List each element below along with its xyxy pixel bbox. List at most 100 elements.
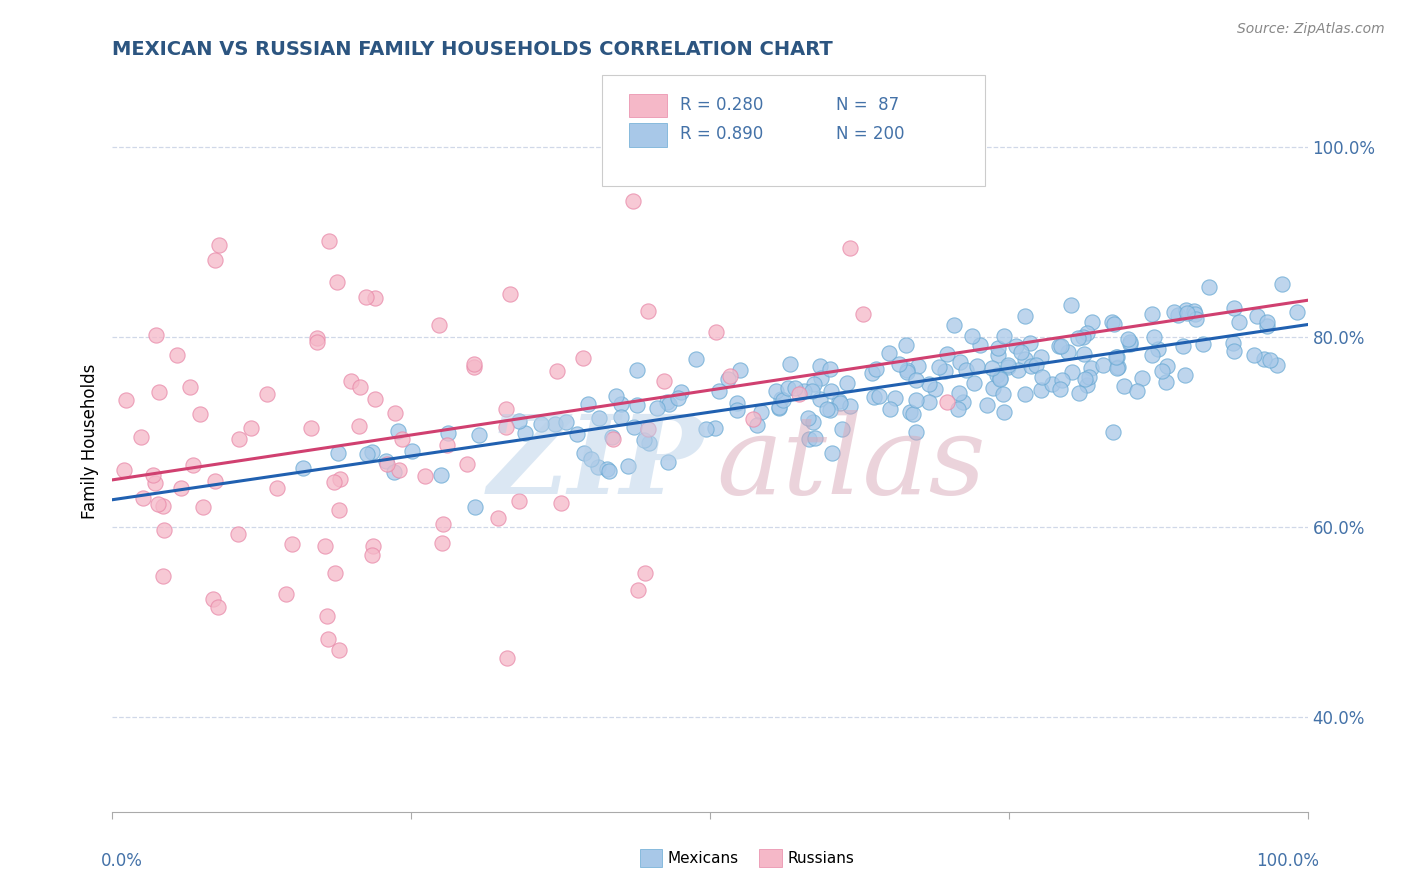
Text: ZIP: ZIP (488, 410, 704, 517)
Point (993, 405, 1015, 419)
Point (152, 568, 174, 582)
Point (1105, 351, 1128, 365)
Point (463, 359, 485, 374)
Point (1112, 379, 1135, 393)
Point (839, 400, 862, 414)
Point (430, 535, 453, 549)
Point (621, 194, 644, 209)
Point (112, 463, 135, 477)
Point (1107, 361, 1129, 376)
Point (658, 397, 681, 411)
Point (256, 387, 278, 401)
Point (432, 517, 454, 532)
Point (316, 608, 339, 623)
Point (326, 446, 349, 460)
Point (936, 347, 959, 361)
Text: atlas: atlas (716, 410, 986, 517)
Point (387, 424, 409, 438)
Point (1174, 303, 1197, 318)
Point (718, 369, 741, 384)
Point (860, 367, 883, 381)
Point (828, 393, 851, 408)
Point (602, 430, 624, 444)
Point (170, 481, 193, 495)
Point (1185, 312, 1208, 326)
Point (1007, 363, 1029, 377)
Point (948, 386, 970, 401)
Point (1014, 309, 1036, 323)
Point (1140, 348, 1163, 362)
Point (596, 462, 619, 476)
Point (356, 447, 378, 461)
Point (1174, 368, 1197, 382)
Point (550, 496, 572, 510)
Point (1057, 345, 1080, 359)
Point (388, 463, 411, 477)
Point (1031, 351, 1053, 365)
Point (1256, 318, 1278, 333)
Point (1025, 358, 1047, 372)
Point (948, 401, 970, 416)
Point (576, 397, 599, 411)
Point (588, 459, 610, 474)
Point (671, 384, 693, 399)
Point (810, 371, 832, 385)
Point (1102, 317, 1125, 331)
Point (1042, 376, 1064, 391)
Point (496, 650, 519, 665)
Point (430, 467, 453, 482)
Point (765, 384, 787, 398)
Point (314, 540, 336, 554)
Point (810, 392, 832, 407)
Point (831, 422, 853, 436)
Point (132, 491, 155, 505)
Point (1227, 315, 1250, 329)
Point (1047, 339, 1070, 353)
Text: N =  87: N = 87 (835, 95, 898, 113)
Point (555, 415, 578, 429)
Point (887, 357, 910, 371)
Point (602, 432, 624, 446)
Point (904, 425, 927, 439)
Point (963, 376, 986, 391)
Point (988, 371, 1011, 385)
Point (204, 474, 226, 488)
Point (955, 363, 977, 377)
Point (776, 381, 799, 395)
Point (904, 392, 927, 407)
Point (316, 632, 339, 646)
Point (181, 458, 204, 472)
Point (633, 433, 655, 447)
Point (704, 325, 727, 339)
Point (436, 438, 458, 452)
Point (1092, 359, 1115, 373)
Point (797, 411, 820, 425)
Point (495, 401, 517, 416)
Point (530, 417, 553, 431)
Point (323, 566, 346, 581)
Point (997, 358, 1019, 372)
Point (1081, 315, 1104, 329)
Point (1143, 330, 1166, 344)
Point (1198, 280, 1220, 294)
Point (634, 566, 657, 581)
Point (1156, 359, 1178, 374)
Point (818, 361, 841, 376)
Point (299, 420, 322, 434)
Point (1005, 338, 1028, 352)
Point (877, 346, 900, 360)
Y-axis label: Family Households: Family Households (80, 364, 98, 519)
Point (1265, 358, 1288, 372)
Point (463, 357, 485, 371)
FancyBboxPatch shape (628, 123, 666, 147)
FancyBboxPatch shape (603, 75, 986, 186)
Point (703, 421, 725, 435)
Point (1076, 378, 1098, 392)
Point (305, 335, 328, 350)
Point (1071, 330, 1094, 344)
Point (655, 395, 678, 409)
Point (745, 418, 768, 433)
Point (384, 406, 406, 420)
Point (565, 426, 588, 441)
Point (986, 368, 1008, 383)
